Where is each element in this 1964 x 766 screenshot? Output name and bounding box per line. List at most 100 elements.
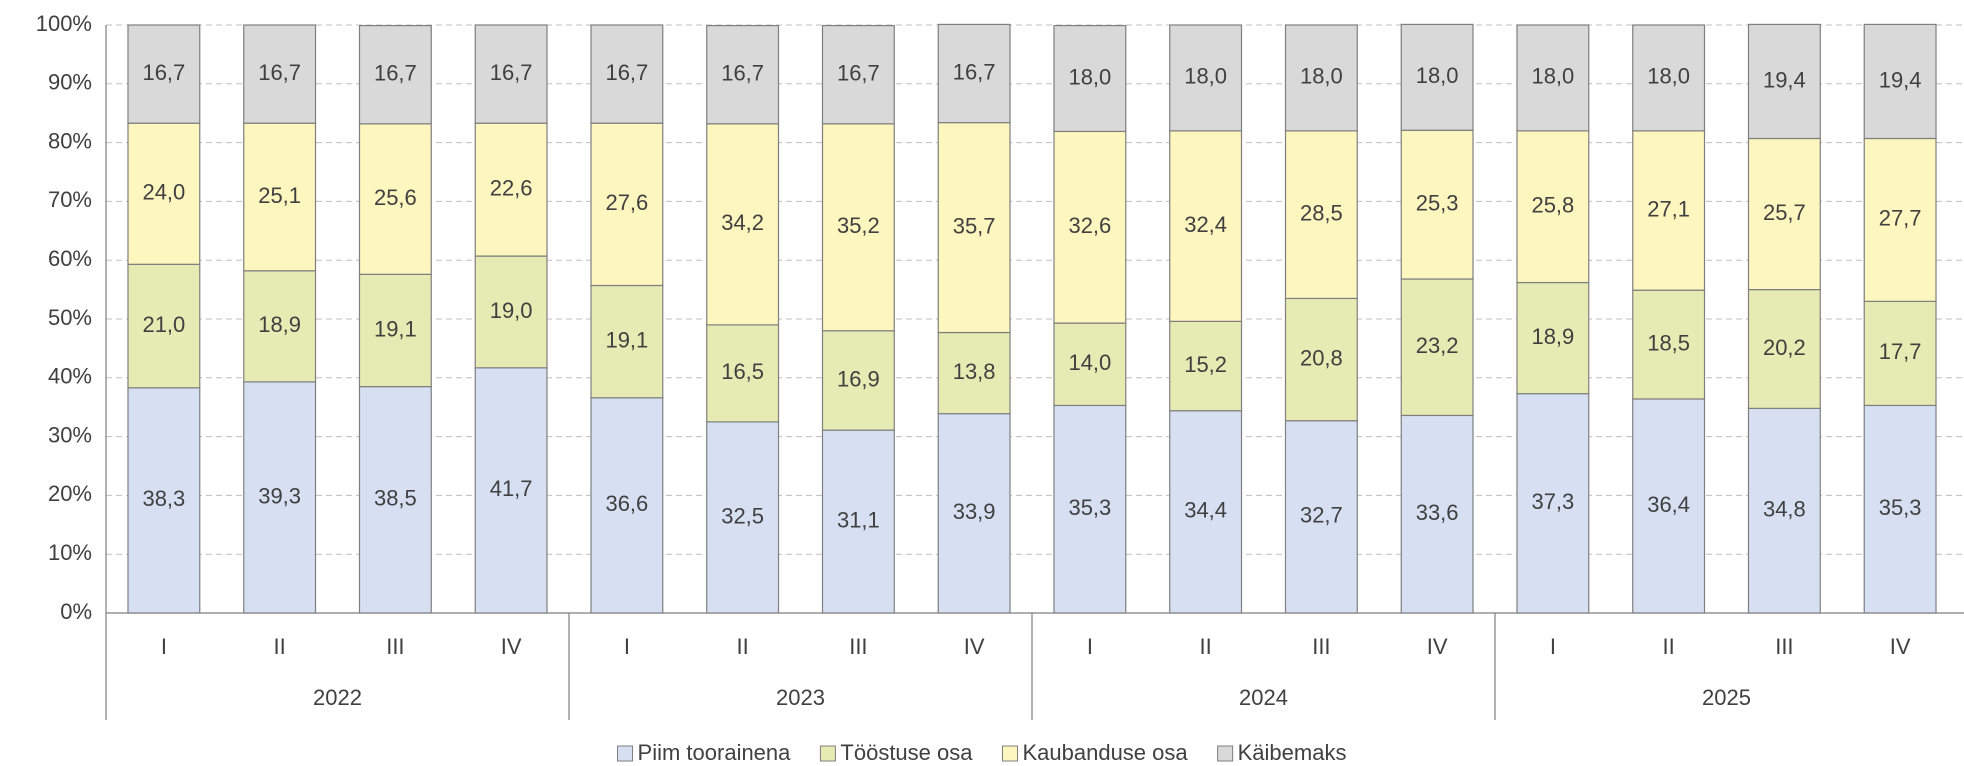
data-label: 28,5: [1300, 200, 1343, 225]
data-label: 36,6: [605, 491, 648, 516]
bar-segment: [1747, 407, 1821, 614]
bar-segment: [1169, 320, 1243, 412]
data-label: 16,7: [605, 60, 648, 85]
legend-swatch: [1217, 745, 1234, 762]
data-label: 13,8: [953, 359, 996, 384]
data-label: 16,7: [837, 60, 880, 85]
data-label: 35,3: [1068, 495, 1111, 520]
data-label: 33,9: [953, 499, 996, 524]
bar-segment: [243, 122, 317, 272]
data-label: 23,2: [1416, 333, 1459, 358]
data-label: 19,4: [1879, 67, 1922, 92]
bar-segment: [1863, 404, 1937, 614]
bar-segment: [1516, 24, 1590, 132]
bar-segment: [1516, 130, 1590, 284]
data-label: 35,2: [837, 213, 880, 238]
x-tick-label: II: [737, 634, 749, 659]
data-label: 25,6: [374, 185, 417, 210]
bar-segment: [1053, 322, 1127, 407]
data-label: 34,4: [1184, 498, 1227, 523]
data-label: 35,3: [1879, 495, 1922, 520]
bar-segment: [1169, 410, 1243, 614]
data-label: 36,4: [1647, 492, 1690, 517]
y-tick-label: 90%: [48, 70, 92, 95]
data-label: 19,1: [605, 327, 648, 352]
data-label: 34,2: [721, 210, 764, 235]
bar-segment: [706, 421, 780, 614]
bar-segment: [1747, 289, 1821, 409]
bar-segment: [1284, 297, 1358, 422]
data-label: 39,3: [258, 483, 301, 508]
x-tick-label: II: [1200, 634, 1212, 659]
bar-segment: [937, 122, 1011, 334]
bar-segment: [706, 324, 780, 423]
data-label: 27,6: [605, 190, 648, 215]
data-label: 32,5: [721, 503, 764, 528]
data-label: 32,4: [1184, 212, 1227, 237]
bar-segment: [358, 386, 432, 614]
data-label: 17,7: [1879, 339, 1922, 364]
bar-segment: [590, 122, 664, 287]
bar-segment: [1169, 24, 1243, 132]
bar-segment: [358, 24, 432, 125]
bar-segment: [243, 24, 317, 124]
data-label: 16,7: [374, 60, 417, 85]
x-tick-label: I: [624, 634, 630, 659]
data-label: 18,0: [1647, 64, 1690, 89]
bar-segment: [127, 387, 201, 614]
x-tick-label: I: [161, 634, 167, 659]
data-label: 16,5: [721, 359, 764, 384]
x-tick-label: III: [1312, 634, 1330, 659]
x-tick-label: IV: [501, 634, 522, 659]
bar-segment: [1284, 24, 1358, 132]
x-tick-label: IV: [1427, 634, 1448, 659]
data-label: 38,3: [142, 486, 185, 511]
data-label: 19,4: [1763, 67, 1806, 92]
legend-label: Kaubanduse osa: [1022, 740, 1188, 765]
bar-segment: [1284, 130, 1358, 300]
data-label: 18,0: [1531, 64, 1574, 89]
x-tick-label: III: [1775, 634, 1793, 659]
data-label: 16,7: [490, 60, 533, 85]
bar-segment: [1400, 414, 1474, 614]
bar-segment: [474, 24, 548, 124]
x-tick-label: III: [386, 634, 404, 659]
legend-swatch: [819, 745, 836, 762]
data-label: 14,0: [1068, 350, 1111, 375]
data-label: 18,0: [1300, 64, 1343, 89]
bar-segment: [1747, 23, 1821, 140]
data-label: 19,1: [374, 316, 417, 341]
bar-segment: [1632, 398, 1706, 614]
y-tick-label: 20%: [48, 481, 92, 506]
data-label: 25,1: [258, 183, 301, 208]
data-label: 32,6: [1068, 213, 1111, 238]
bar-segment: [1516, 393, 1590, 614]
bar-segment: [1747, 137, 1821, 291]
data-label: 41,7: [490, 476, 533, 501]
bar-segment: [1863, 137, 1937, 302]
bar-segment: [1400, 278, 1474, 417]
y-tick-label: 40%: [48, 364, 92, 389]
x-tick-label: III: [849, 634, 867, 659]
bar-segment: [706, 24, 780, 125]
data-label: 16,7: [258, 60, 301, 85]
bar-segment: [358, 123, 432, 275]
data-label: 18,5: [1647, 330, 1690, 355]
data-label: 34,8: [1763, 497, 1806, 522]
data-label: 18,0: [1068, 64, 1111, 89]
x-tick-label: II: [1663, 634, 1675, 659]
data-label: 35,7: [953, 213, 996, 238]
data-label: 31,1: [837, 507, 880, 532]
bar-segment: [1632, 24, 1706, 132]
bar-segment: [1632, 130, 1706, 291]
data-label: 38,5: [374, 486, 417, 511]
group-label: 2023: [776, 685, 825, 710]
legend-label: Piim toorainena: [638, 740, 792, 765]
data-label: 37,3: [1531, 489, 1574, 514]
y-tick-label: 0%: [60, 599, 92, 624]
data-label: 16,7: [721, 60, 764, 85]
y-tick-label: 30%: [48, 422, 92, 447]
x-tick-label: IV: [964, 634, 985, 659]
legend-label: Tööstuse osa: [840, 740, 973, 765]
